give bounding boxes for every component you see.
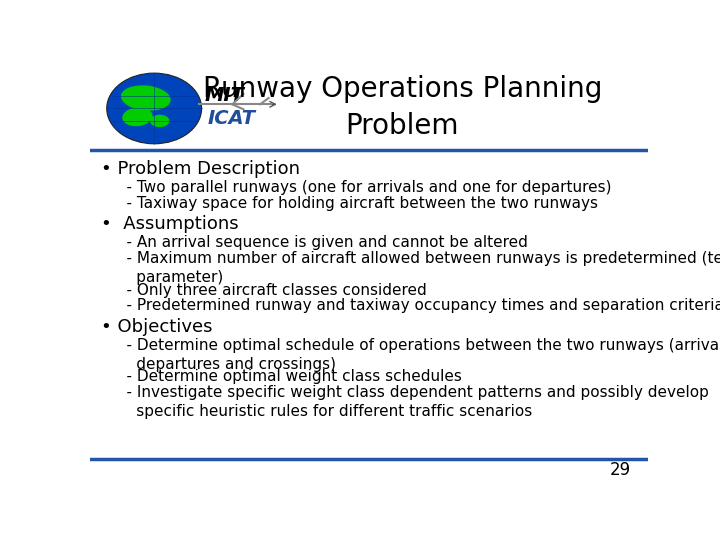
Text: • Objectives: • Objectives bbox=[101, 318, 212, 335]
Text: - Maximum number of aircraft allowed between runways is predetermined (test
    : - Maximum number of aircraft allowed bet… bbox=[107, 251, 720, 285]
Text: - Investigate specific weight class dependent patterns and possibly develop
    : - Investigate specific weight class depe… bbox=[107, 385, 708, 419]
Text: - Only three aircraft classes considered: - Only three aircraft classes considered bbox=[107, 282, 426, 298]
Ellipse shape bbox=[121, 85, 171, 111]
Text: ICAT: ICAT bbox=[207, 110, 255, 129]
Text: - An arrival sequence is given and cannot be altered: - An arrival sequence is given and canno… bbox=[107, 235, 528, 250]
Ellipse shape bbox=[122, 107, 153, 126]
Ellipse shape bbox=[150, 114, 169, 127]
Text: - Taxiway space for holding aircraft between the two runways: - Taxiway space for holding aircraft bet… bbox=[107, 196, 598, 211]
Text: - Two parallel runways (one for arrivals and one for departures): - Two parallel runways (one for arrivals… bbox=[107, 180, 611, 195]
Text: Runway Operations Planning
Problem: Runway Operations Planning Problem bbox=[203, 75, 602, 140]
Text: •  Assumptions: • Assumptions bbox=[101, 215, 239, 233]
Text: • Problem Description: • Problem Description bbox=[101, 160, 300, 178]
Text: - Predetermined runway and taxiway occupancy times and separation criteria: - Predetermined runway and taxiway occup… bbox=[107, 299, 720, 314]
Text: - Determine optimal schedule of operations between the two runways (arrivals,
  : - Determine optimal schedule of operatio… bbox=[107, 338, 720, 372]
Text: 29: 29 bbox=[610, 461, 631, 479]
Text: - Determine optimal weight class schedules: - Determine optimal weight class schedul… bbox=[107, 369, 462, 384]
Circle shape bbox=[107, 73, 202, 144]
Text: MIT: MIT bbox=[204, 86, 244, 105]
